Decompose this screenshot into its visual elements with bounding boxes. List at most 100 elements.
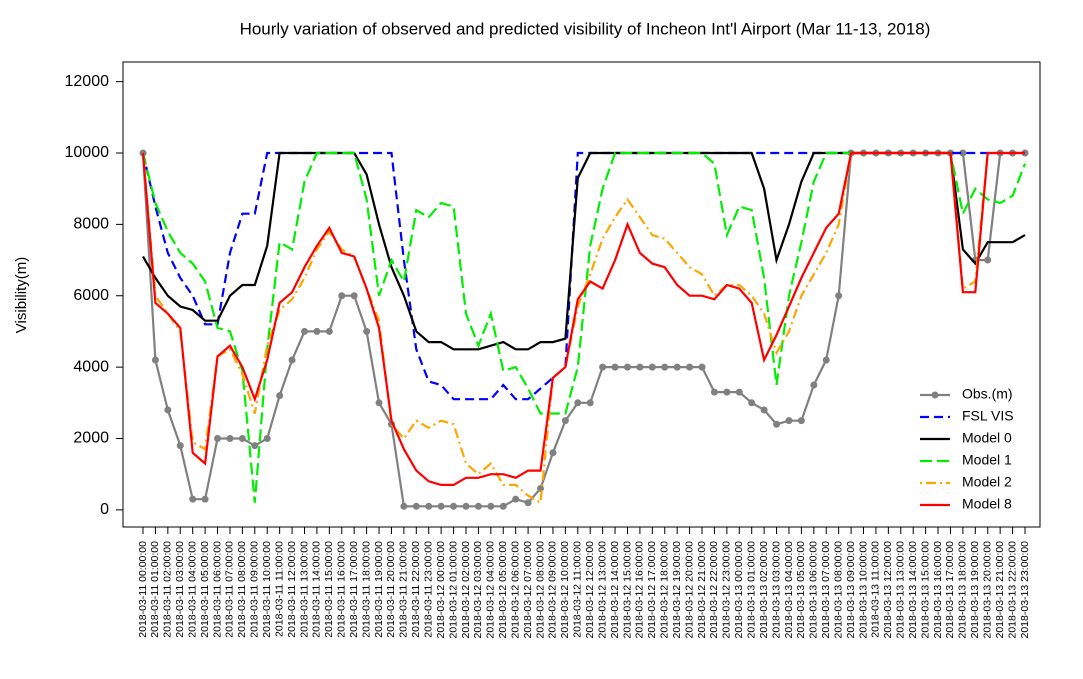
x-tick-label: 2018-03-12 19:00:00 bbox=[671, 541, 683, 639]
x-tick-label: 2018-03-11 07:00:00 bbox=[224, 541, 236, 638]
x-tick-label: 2018-03-12 11:00:00 bbox=[572, 541, 584, 638]
x-tick-label: 2018-03-11 18:00:00 bbox=[360, 541, 372, 638]
data-point bbox=[661, 363, 669, 371]
x-tick-label: 2018-03-11 20:00:00 bbox=[385, 541, 397, 638]
y-tick-label: 10000 bbox=[65, 144, 110, 161]
data-point bbox=[325, 327, 333, 335]
data-point bbox=[549, 449, 557, 457]
legend-label: Obs.(m) bbox=[962, 386, 1013, 402]
data-point bbox=[561, 417, 569, 425]
data-point bbox=[810, 381, 818, 389]
data-point bbox=[400, 502, 408, 510]
data-point bbox=[723, 388, 731, 396]
x-tick-label: 2018-03-13 23:00:00 bbox=[1019, 541, 1031, 639]
x-tick-label: 2018-03-13 10:00:00 bbox=[857, 541, 869, 639]
data-point bbox=[450, 502, 458, 510]
data-point bbox=[773, 420, 781, 428]
data-point bbox=[462, 502, 470, 510]
x-tick-label: 2018-03-11 05:00:00 bbox=[199, 541, 211, 638]
x-tick-label: 2018-03-13 20:00:00 bbox=[982, 541, 994, 639]
x-tick-label: 2018-03-12 20:00:00 bbox=[683, 541, 695, 639]
x-tick-label: 2018-03-12 13:00:00 bbox=[596, 541, 608, 639]
x-tick-label: 2018-03-11 10:00:00 bbox=[261, 541, 273, 638]
x-tick-label: 2018-03-11 15:00:00 bbox=[323, 541, 335, 638]
x-tick-label: 2018-03-11 03:00:00 bbox=[174, 541, 186, 638]
data-point bbox=[599, 363, 607, 371]
data-point bbox=[276, 392, 284, 400]
data-point bbox=[636, 363, 644, 371]
x-tick-label: 2018-03-11 13:00:00 bbox=[298, 541, 310, 638]
data-point bbox=[164, 406, 172, 414]
data-point bbox=[686, 363, 694, 371]
x-tick-label: 2018-03-11 23:00:00 bbox=[422, 541, 434, 638]
x-tick-label: 2018-03-12 14:00:00 bbox=[609, 541, 621, 639]
y-tick-label: 2000 bbox=[73, 430, 109, 447]
x-tick-label: 2018-03-11 17:00:00 bbox=[348, 541, 360, 638]
data-point bbox=[512, 495, 520, 503]
chart-title: Hourly variation of observed and predict… bbox=[240, 19, 931, 38]
data-point bbox=[748, 399, 756, 407]
data-point bbox=[735, 388, 743, 396]
x-tick-label: 2018-03-13 03:00:00 bbox=[770, 541, 782, 639]
x-tick-label: 2018-03-11 09:00:00 bbox=[249, 541, 261, 638]
data-point bbox=[300, 327, 308, 335]
y-tick-label: 6000 bbox=[73, 287, 109, 304]
data-point bbox=[238, 434, 246, 442]
data-point bbox=[835, 292, 843, 300]
data-point bbox=[822, 356, 830, 364]
data-point bbox=[214, 434, 222, 442]
x-tick-label: 2018-03-11 01:00:00 bbox=[149, 541, 161, 638]
legend-label: Model 2 bbox=[962, 474, 1012, 490]
data-point bbox=[263, 434, 271, 442]
data-point bbox=[984, 256, 992, 264]
x-tick-label: 2018-03-13 12:00:00 bbox=[882, 541, 894, 639]
data-point bbox=[437, 502, 445, 510]
x-tick-label: 2018-03-13 07:00:00 bbox=[820, 541, 832, 639]
x-tick-label: 2018-03-12 09:00:00 bbox=[547, 541, 559, 639]
x-tick-label: 2018-03-13 08:00:00 bbox=[832, 541, 844, 639]
data-point bbox=[785, 417, 793, 425]
data-point bbox=[698, 363, 706, 371]
x-tick-label: 2018-03-11 21:00:00 bbox=[398, 541, 410, 638]
data-point bbox=[313, 327, 321, 335]
x-tick-label: 2018-03-11 12:00:00 bbox=[286, 541, 298, 638]
x-tick-label: 2018-03-12 02:00:00 bbox=[460, 541, 472, 639]
x-tick-label: 2018-03-11 19:00:00 bbox=[373, 541, 385, 638]
x-tick-label: 2018-03-12 06:00:00 bbox=[509, 541, 521, 639]
x-tick-label: 2018-03-11 02:00:00 bbox=[162, 541, 174, 638]
x-tick-label: 2018-03-13 04:00:00 bbox=[783, 541, 795, 639]
data-point bbox=[648, 363, 656, 371]
x-tick-label: 2018-03-12 10:00:00 bbox=[559, 541, 571, 639]
data-point bbox=[611, 363, 619, 371]
x-tick-label: 2018-03-12 21:00:00 bbox=[696, 541, 708, 639]
data-point bbox=[176, 442, 184, 450]
legend-marker bbox=[931, 391, 939, 399]
series-line bbox=[141, 151, 1025, 508]
legend-label: Model 8 bbox=[962, 496, 1012, 512]
legend-label: Model 0 bbox=[962, 430, 1012, 446]
data-point bbox=[425, 502, 433, 510]
x-tick-label: 2018-03-13 21:00:00 bbox=[994, 541, 1006, 639]
x-tick-label: 2018-03-11 22:00:00 bbox=[410, 541, 422, 638]
y-tick-label: 4000 bbox=[73, 358, 109, 375]
x-tick-label: 2018-03-11 06:00:00 bbox=[211, 541, 223, 638]
x-tick-label: 2018-03-13 11:00:00 bbox=[870, 541, 882, 638]
data-point bbox=[524, 499, 532, 507]
y-tick-label: 0 bbox=[100, 501, 109, 518]
x-tick-label: 2018-03-11 14:00:00 bbox=[311, 541, 323, 638]
x-tick-label: 2018-03-12 22:00:00 bbox=[708, 541, 720, 639]
legend-label: Model 1 bbox=[962, 452, 1012, 468]
data-point bbox=[487, 502, 495, 510]
data-point bbox=[797, 417, 805, 425]
data-point bbox=[375, 399, 383, 407]
x-tick-label: 2018-03-12 08:00:00 bbox=[534, 541, 546, 639]
x-tick-label: 2018-03-12 17:00:00 bbox=[646, 541, 658, 639]
x-tick-label: 2018-03-11 00:00:00 bbox=[137, 541, 149, 638]
x-tick-label: 2018-03-12 01:00:00 bbox=[447, 541, 459, 639]
x-tick-label: 2018-03-13 01:00:00 bbox=[745, 541, 757, 639]
data-point bbox=[760, 406, 768, 414]
data-point bbox=[710, 388, 718, 396]
series-line bbox=[141, 151, 1025, 486]
